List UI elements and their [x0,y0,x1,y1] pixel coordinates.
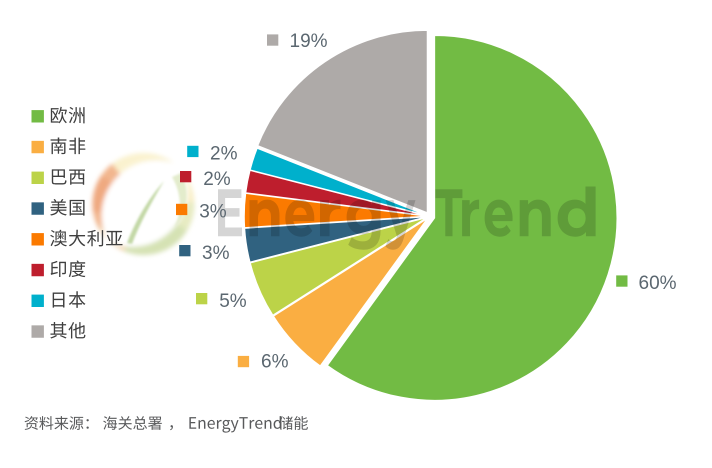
svg-text:60%: 60% [639,273,677,294]
svg-text:3%: 3% [202,243,230,264]
svg-text:5%: 5% [219,291,247,312]
svg-text:19%: 19% [290,31,328,52]
svg-text:2%: 2% [203,169,231,190]
svg-text:6%: 6% [261,352,289,373]
svg-text:2%: 2% [210,144,238,165]
svg-text:3%: 3% [199,202,227,223]
